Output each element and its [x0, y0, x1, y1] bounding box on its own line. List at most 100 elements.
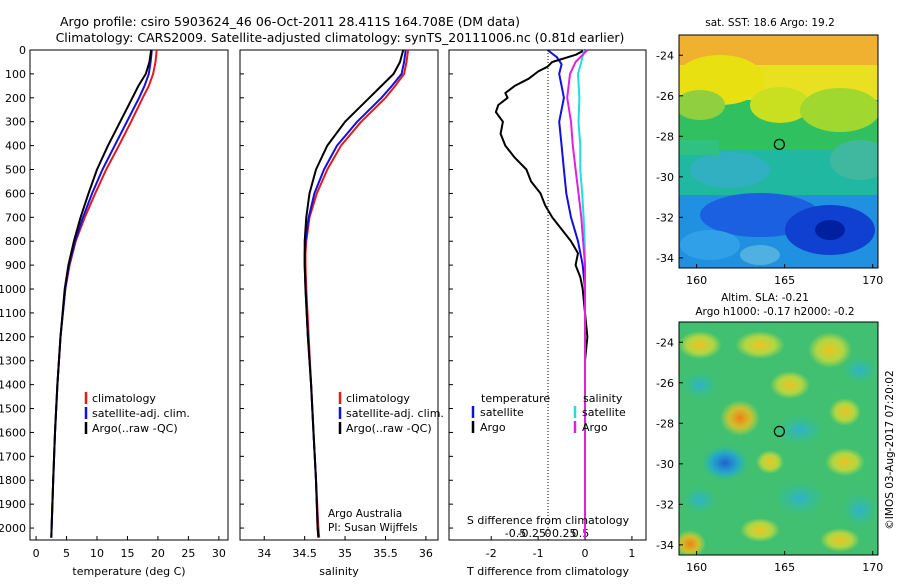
depth-tick-label: 2000	[0, 522, 26, 535]
x-tick-label: 25	[181, 547, 195, 560]
legend-argo-label: Argo(..raw -QC)	[346, 422, 432, 435]
map-y-tick-label: -32	[656, 211, 674, 224]
map-x-tick-label: 170	[862, 274, 883, 287]
salinity-panel-frame	[239, 49, 439, 541]
sst-map-image	[679, 35, 878, 268]
map-y-tick-label: -28	[656, 130, 674, 143]
map-x-tick-label: 165	[774, 561, 795, 574]
x-tick-label: 0	[582, 547, 589, 560]
map-x-tick-label: 170	[862, 561, 883, 574]
depth-tick-label: 500	[5, 164, 26, 177]
legend-argo-label: Argo(..raw -QC)	[92, 422, 178, 435]
sla-map-frame	[678, 321, 879, 556]
map-y-tick-label: -34	[656, 252, 674, 265]
depth-tick-label: 1300	[0, 355, 26, 368]
map-y-tick-label: -34	[656, 539, 674, 552]
depth-tick-label: 1500	[0, 403, 26, 416]
map-y-tick-label: -28	[656, 417, 674, 430]
legend-climatology-label: climatology	[92, 392, 156, 405]
profile-lines	[50, 49, 589, 538]
depth-tick-label: 400	[5, 140, 26, 153]
x-tick-label: 35.5	[373, 547, 398, 560]
legend-satellite-label: satellite-adj. clim.	[346, 407, 444, 420]
temperature-axis-label: temperature (deg C)	[72, 565, 185, 578]
figure-title: Argo profile: csiro 5903624_46 06-Oct-20…	[60, 14, 520, 29]
map-y-tick-label: -32	[656, 498, 674, 511]
s-difference-axis-label: S difference from climatology	[467, 514, 630, 527]
salinity-axis-label: salinity	[319, 565, 359, 578]
x-tick-label: 15	[120, 547, 134, 560]
legend-salinity-head: salinity	[583, 392, 623, 405]
s-diff-tick-label: 0.25	[552, 527, 577, 540]
depth-tick-label: 200	[5, 92, 26, 105]
sla-map-axes: 160 165 170 -24 -26 -28 -30 -32 -34	[656, 336, 883, 574]
x-tick-label: 1	[628, 547, 635, 560]
depth-tick-label: 700	[5, 211, 26, 224]
difference-legend: temperature salinity satellite Argo sate…	[471, 392, 626, 434]
argo-location-marker	[773, 138, 785, 151]
map-x-tick-label: 160	[686, 561, 707, 574]
depth-tick-label: 100	[5, 68, 26, 81]
x-tick-label: 35	[338, 547, 352, 560]
legend-temperature-head: temperature	[481, 392, 550, 405]
map-y-tick-label: -24	[656, 49, 674, 62]
series-argo-raw-qc	[50, 49, 153, 538]
sla-map-title: Altim. SLA: -0.21	[721, 292, 809, 304]
x-axis-ticks: 0 5 10 15 20 25 30 34 34.5 35 35.5 36 -2 -1 0 1 -0.5-0.2…	[33, 527, 636, 560]
map-y-tick-label: -26	[656, 377, 674, 390]
x-tick-label: 20	[151, 547, 165, 560]
s-diff-tick-label: -0.25	[518, 527, 546, 540]
map-y-tick-label: -24	[656, 336, 674, 349]
series-argo-raw-qc	[303, 49, 405, 538]
legend-sal-satellite-label: satellite	[582, 406, 626, 419]
s-diff-tick-label: 0.5	[572, 527, 590, 540]
depth-tick-label: 1600	[0, 426, 26, 439]
legend-sal-argo-label: Argo	[582, 421, 608, 434]
legend-temp-satellite-label: satellite	[480, 406, 524, 419]
temperature-panel-frame	[29, 49, 229, 541]
depth-tick-label: 1200	[0, 331, 26, 344]
temperature-legend: climatology satellite-adj. clim. Argo(..…	[84, 392, 190, 435]
sla-map-subtitle: Argo h1000: -0.17 h2000: -0.2	[695, 306, 854, 318]
x-tick-label: 5	[63, 547, 70, 560]
x-tick-label: 10	[90, 547, 104, 560]
map-y-tick-label: -26	[656, 90, 674, 103]
imos-watermark: ©IMOS 03-Aug-2017 07:20:02	[884, 370, 896, 529]
x-tick-label: 30	[212, 547, 226, 560]
s-diff-tick-label: -0.5	[505, 527, 526, 540]
depth-tick-label: 800	[5, 235, 26, 248]
depth-tick-label: 600	[5, 187, 26, 200]
sst-map-title: sat. SST: 18.6 Argo: 19.2	[705, 17, 835, 29]
figure-subtitle: Climatology: CARS2009. Satellite-adjuste…	[56, 30, 625, 45]
depth-tick-label: 1000	[0, 283, 26, 296]
depth-tick-label: 1800	[0, 474, 26, 487]
sla-map-image	[679, 322, 878, 555]
depth-tick-label: 900	[5, 259, 26, 272]
map-x-tick-label: 160	[686, 274, 707, 287]
depth-axis: 0 100 200 300 400 500 600 700 800 900 1000 1100 1200…	[0, 44, 453, 535]
sst-map-axes: 160 165 170 -24 -26 -28 -30 -32 -34	[656, 49, 883, 287]
x-tick-label: 36	[419, 547, 433, 560]
x-tick-label: 0	[33, 547, 40, 560]
sst-map-frame	[678, 34, 879, 269]
legend-satellite-label: satellite-adj. clim.	[92, 407, 190, 420]
argo-location-marker	[773, 425, 785, 438]
legend-temp-argo-label: Argo	[480, 421, 506, 434]
x-tick-label: 34	[257, 547, 271, 560]
depth-tick-label: 1700	[0, 450, 26, 463]
credit-line1: Argo Australia	[328, 508, 402, 520]
x-tick-label: -1	[533, 547, 544, 560]
series-salinity-argo	[566, 49, 589, 538]
x-tick-label: 34.5	[292, 547, 317, 560]
depth-tick-label: 300	[5, 116, 26, 129]
depth-tick-label: 0	[19, 44, 26, 57]
map-y-tick-label: -30	[656, 171, 674, 184]
map-y-tick-label: -30	[656, 458, 674, 471]
legend-climatology-label: climatology	[346, 392, 410, 405]
depth-tick-label: 1100	[0, 307, 26, 320]
credit-line2: PI: Susan Wijffels	[328, 522, 418, 534]
salinity-legend: climatology satellite-adj. clim. Argo(..…	[338, 392, 444, 435]
difference-panel-frame	[448, 49, 647, 541]
